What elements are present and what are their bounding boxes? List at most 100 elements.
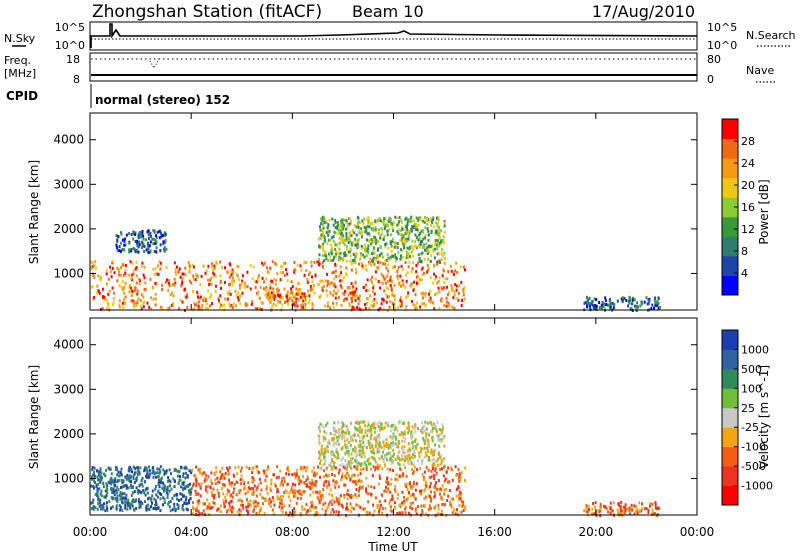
data-cell — [112, 490, 115, 494]
data-cell — [298, 482, 301, 486]
data-cell — [294, 483, 297, 487]
data-cell — [437, 242, 440, 246]
data-cell — [301, 507, 304, 511]
data-cell — [389, 278, 392, 282]
data-cell — [457, 468, 460, 472]
data-cell — [184, 266, 187, 270]
data-cell — [425, 438, 427, 441]
data-cell — [406, 271, 409, 275]
data-cell — [281, 476, 284, 480]
data-cell — [318, 492, 321, 495]
data-cell — [657, 301, 660, 305]
data-cell — [428, 244, 431, 248]
data-cell — [123, 491, 126, 495]
data-cell — [372, 426, 375, 430]
data-cell — [427, 268, 430, 272]
data-cell — [426, 270, 429, 274]
data-cell — [375, 229, 378, 233]
data-cell — [228, 275, 231, 279]
data-cell — [141, 230, 144, 233]
data-cell — [310, 264, 313, 268]
data-cell — [360, 232, 363, 236]
data-cell — [194, 478, 197, 482]
data-cell — [366, 424, 369, 428]
data-cell — [100, 489, 103, 493]
data-cell — [588, 296, 591, 300]
data-cell — [171, 283, 174, 287]
data-cell — [188, 469, 191, 473]
data-cell — [223, 502, 225, 506]
data-cell — [623, 505, 626, 509]
data-cell — [337, 510, 340, 514]
data-cell — [359, 231, 362, 235]
data-cell — [361, 420, 364, 424]
data-cell — [329, 290, 332, 294]
data-cell — [105, 494, 108, 498]
data-cell — [373, 457, 376, 461]
data-cell — [402, 445, 404, 448]
data-cell — [387, 256, 390, 260]
data-cell — [98, 504, 101, 508]
data-cell — [100, 494, 103, 498]
data-cell — [394, 490, 397, 494]
data-cell — [353, 480, 356, 484]
data-cell — [281, 502, 284, 506]
data-cell — [118, 273, 121, 277]
data-cell — [380, 302, 383, 306]
data-cell — [350, 282, 353, 286]
data-cell — [430, 254, 433, 258]
data-cell — [332, 451, 335, 455]
data-cell — [228, 466, 231, 470]
data-cell — [336, 456, 339, 460]
data-cell — [370, 242, 373, 246]
data-cell — [312, 490, 315, 494]
data-cell — [589, 307, 592, 311]
colorbar-segment — [722, 255, 738, 276]
data-cell — [409, 506, 412, 509]
data-cell — [159, 470, 162, 474]
data-cell — [236, 481, 239, 484]
data-cell — [405, 296, 408, 299]
data-cell — [651, 303, 654, 307]
data-cell — [433, 458, 436, 462]
data-cell — [248, 467, 251, 471]
data-cell — [438, 259, 441, 263]
data-cell — [326, 229, 329, 233]
data-cell — [383, 219, 385, 223]
data-cell — [186, 474, 189, 478]
data-cell — [436, 281, 439, 285]
data-cell — [443, 251, 446, 255]
data-cell — [617, 511, 620, 515]
data-cell — [247, 511, 249, 515]
data-cell — [318, 436, 321, 440]
data-cell — [246, 285, 249, 289]
data-cell — [121, 501, 124, 505]
data-cell — [310, 501, 312, 504]
data-cell — [375, 436, 378, 439]
data-cell — [303, 292, 306, 296]
data-cell — [293, 507, 296, 511]
data-cell — [339, 222, 342, 226]
data-cell — [210, 482, 213, 485]
data-cell — [204, 488, 207, 492]
data-cell — [384, 421, 387, 425]
data-cell — [441, 274, 444, 278]
data-cell — [159, 491, 161, 495]
data-cell — [320, 222, 323, 226]
data-cell — [400, 474, 402, 478]
data-cell — [210, 276, 213, 280]
data-cell — [213, 496, 216, 500]
data-cell — [141, 240, 144, 244]
data-cell — [197, 492, 200, 496]
data-cell — [194, 475, 197, 479]
data-cell — [343, 297, 346, 301]
data-cell — [346, 253, 348, 257]
data-cell — [386, 229, 389, 233]
data-cell — [149, 231, 152, 235]
data-cell — [326, 284, 329, 288]
data-cell — [590, 300, 593, 304]
data-cell — [308, 273, 310, 276]
data-cell — [433, 453, 436, 457]
data-cell — [371, 239, 374, 243]
data-cell — [197, 468, 200, 472]
